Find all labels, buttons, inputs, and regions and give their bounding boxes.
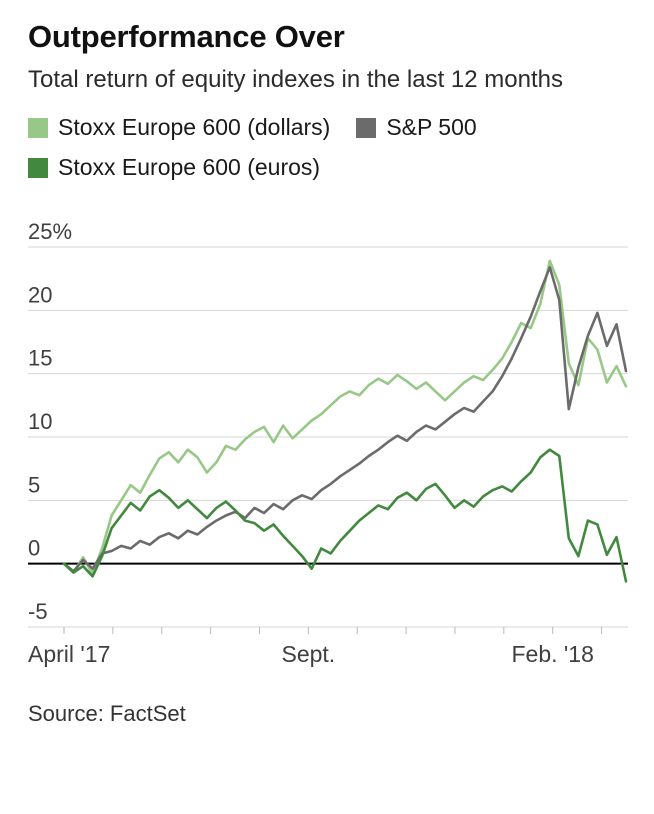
legend-swatch-sp500-icon — [356, 117, 377, 138]
series-line-s-p-500 — [62, 266, 628, 573]
x-axis-label-5: Sept. — [281, 641, 335, 667]
y-axis-label-0: 0 — [28, 536, 40, 561]
legend-item-stoxx-dollars: Stoxx Europe 600 (dollars) — [28, 114, 330, 141]
y-axis-label-5: 5 — [28, 473, 40, 498]
y-axis-label-10: 10 — [28, 409, 52, 434]
legend-item-sp500: S&P 500 — [356, 114, 477, 141]
x-axis-label-0: April '17 — [28, 641, 110, 667]
legend-swatch-stoxx-dollars-icon — [28, 117, 48, 138]
y-axis-label-15: 15 — [28, 346, 52, 371]
total-return-line-chart: 25% 20 15 10 5 0 -5 April '17 Sept. Feb. '18 — [28, 219, 628, 667]
legend-label-stoxx-euros: Stoxx Europe 600 (euros) — [58, 154, 321, 181]
x-axis-label-10: Feb. '18 — [512, 641, 594, 667]
chart-title: Outperformance Over — [28, 19, 345, 54]
y-axis-label-20: 20 — [28, 283, 52, 308]
legend-item-stoxx-euros: Stoxx Europe 600 (euros) — [28, 154, 320, 181]
series-line-stoxx-europe-600-dollars — [62, 259, 628, 576]
chart-legend: Stoxx Europe 600 (dollars) S&P 500 Stoxx… — [28, 114, 626, 181]
legend-swatch-stoxx-euros-icon — [28, 157, 48, 178]
source-note: Source: FactSet — [28, 701, 186, 727]
series-line-stoxx-europe-600-euros — [62, 448, 628, 584]
chart-subtitle: Total return of equity indexes in the la… — [28, 65, 563, 93]
y-axis-label-25: 25% — [28, 219, 72, 244]
legend-label-stoxx-dollars: Stoxx Europe 600 (dollars) — [58, 114, 331, 141]
y-axis-label--5: -5 — [28, 599, 48, 624]
legend-label-sp500: S&P 500 — [386, 114, 477, 141]
